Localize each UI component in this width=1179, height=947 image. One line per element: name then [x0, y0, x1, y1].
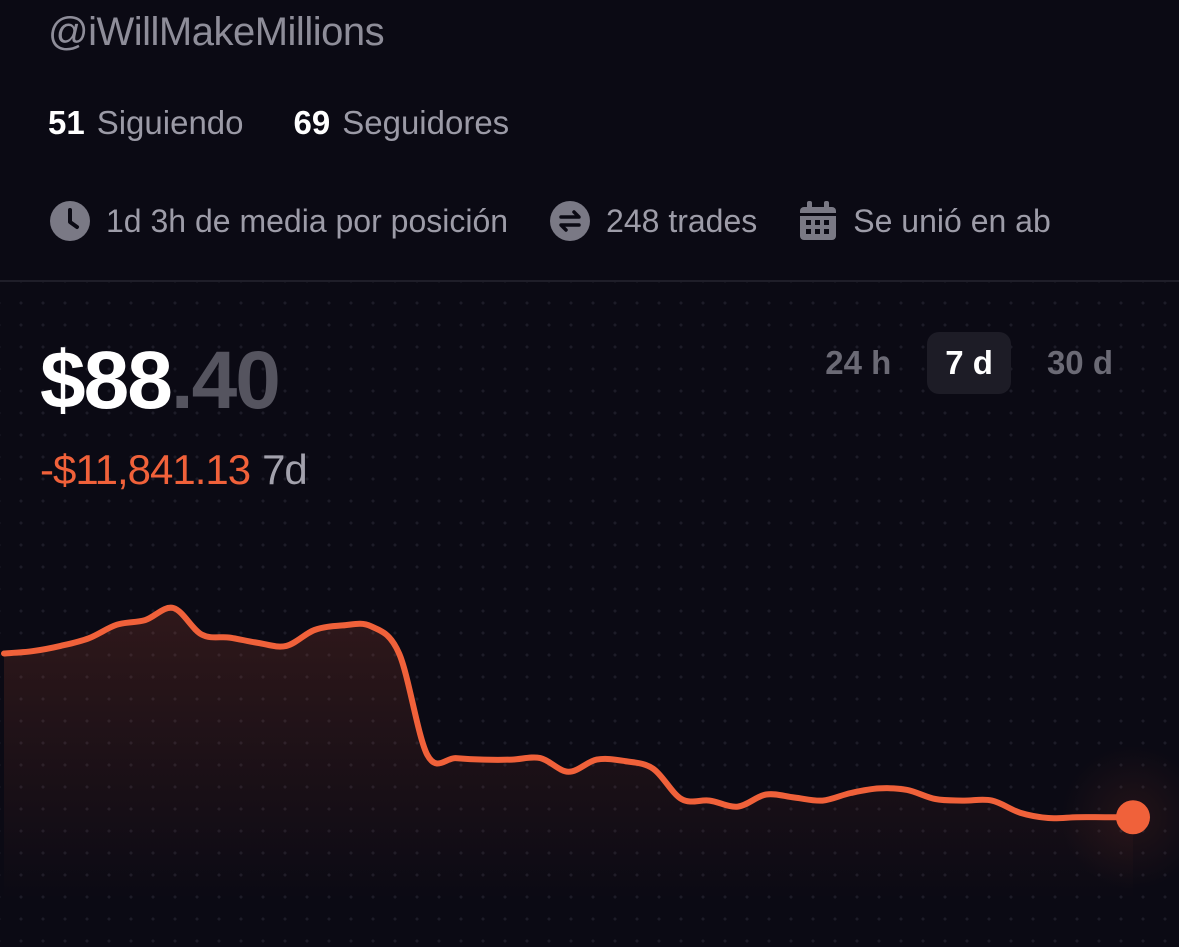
pnl-value: -$11,841.13: [40, 446, 251, 493]
avg-position-time: 1d 3h de media por posición: [50, 201, 508, 241]
pnl-change: -$11,841.13 7d: [40, 446, 308, 494]
balance-whole: $88: [40, 335, 173, 426]
range-tab-7d[interactable]: 7 d: [927, 332, 1011, 394]
range-selector: 24 h 7 d 30 d: [807, 332, 1131, 394]
pnl-period: 7d: [262, 446, 308, 493]
followers-label: Seguidores: [342, 104, 510, 141]
join-date: Se unió en ab: [799, 201, 1051, 241]
following-stat[interactable]: 51 Siguiendo: [48, 104, 244, 142]
pnl-line-chart[interactable]: [0, 560, 1179, 920]
trade-count: 248 trades: [550, 201, 757, 241]
profile-handle: @iWillMakeMillions: [48, 10, 385, 54]
section-divider: [0, 280, 1179, 282]
followers-count: 69: [293, 104, 331, 141]
chart-area-fill: [4, 607, 1133, 900]
follow-stats: 51 Siguiendo 69 Seguidores: [48, 104, 509, 142]
followers-stat[interactable]: 69 Seguidores: [294, 104, 510, 142]
chart-series-line: [1, 604, 1136, 822]
avg-position-time-text: 1d 3h de media por posición: [106, 202, 509, 239]
profile-meta-row: 1d 3h de media por posición 248 trades S…: [50, 196, 1130, 246]
range-tab-30d[interactable]: 30 d: [1046, 344, 1113, 381]
portfolio-balance: $88.40: [40, 334, 281, 428]
following-label: Siguiendo: [96, 104, 244, 141]
trade-count-text: 248 trades: [606, 202, 758, 239]
range-tab-24h[interactable]: 24 h: [825, 344, 892, 381]
calendar-icon: [800, 201, 837, 240]
following-count: 51: [48, 104, 85, 141]
balance-cents: .40: [170, 335, 281, 426]
chart-endpoint-dot[interactable]: [1116, 800, 1150, 835]
clock-icon: [50, 201, 90, 241]
join-date-text: Se unió en ab: [853, 202, 1051, 239]
swap-icon: [550, 201, 591, 241]
